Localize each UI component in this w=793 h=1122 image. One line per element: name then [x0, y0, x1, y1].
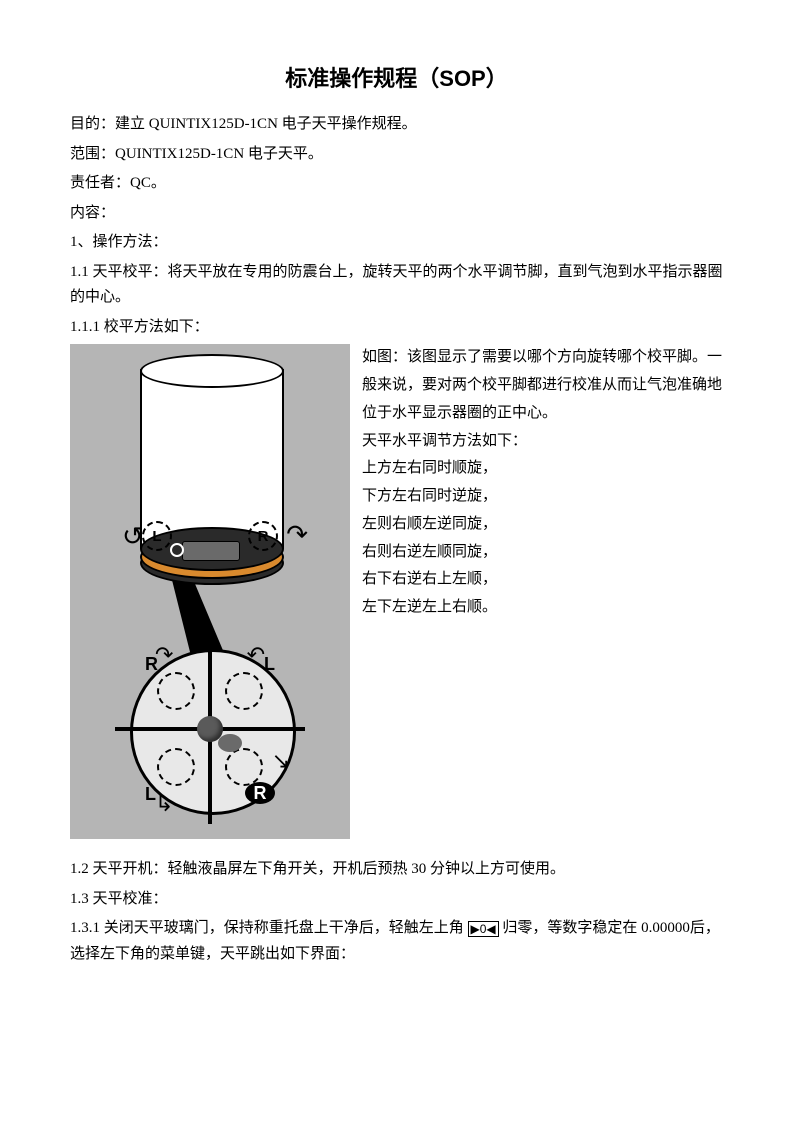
device-screen: [182, 541, 240, 561]
fig-rule-1: 上方左右同时顺旋，: [362, 455, 723, 483]
rotate-arrow-left-icon: ↺: [122, 514, 144, 558]
fig-para-2: 天平水平调节方法如下：: [362, 428, 723, 456]
fig-rule-6: 左下左逆左上右顺。: [362, 594, 723, 622]
curve-arrow-bl-icon: ↳: [155, 785, 173, 822]
leveling-diagram: L R ↺ ↷ R L L R ↷ ↶ ↳ ↘: [70, 344, 350, 839]
fig-rule-4: 右则右逆左顺同旋，: [362, 539, 723, 567]
rotate-arrow-right-icon: ↷: [286, 512, 308, 556]
page-title: 标准操作规程（SOP）: [70, 60, 723, 97]
fig-para-1: 如图：该图显示了需要以哪个方向旋转哪个校平脚。一般来说，要对两个校平脚都进行校准…: [362, 344, 723, 427]
fig-rule-3: 左则右顺左逆同旋，: [362, 511, 723, 539]
section-1: 1、操作方法：: [70, 230, 723, 256]
curve-arrow-tl-icon: ↷: [155, 636, 173, 673]
section-1-3-1: 1.3.1 关闭天平玻璃门，保持称重托盘上干净后，轻触左上角 ▶0◀ 归零，等数…: [70, 916, 723, 967]
zero-key-symbol: ▶0◀: [468, 921, 499, 937]
content-label: 内容：: [70, 201, 723, 227]
section-1-3: 1.3 天平校准：: [70, 887, 723, 913]
fig-rule-2: 下方左右同时逆旋，: [362, 483, 723, 511]
label-l-top-right: L: [264, 649, 275, 680]
base-bottom-view: R L L R ↷ ↶ ↳ ↘: [115, 634, 305, 824]
figure-and-caption-row: L R ↺ ↷ R L L R ↷ ↶ ↳ ↘: [70, 344, 723, 839]
section-1-2: 1.2 天平开机：轻触液晶屏左下角开关，开机后预热 30 分钟以上方可使用。: [70, 857, 723, 883]
balance-cylinder: L R: [140, 354, 280, 589]
purpose-line: 目的：建立 QUINTIX125D-1CN 电子天平操作规程。: [70, 112, 723, 138]
section-1-1: 1.1 天平校平：将天平放在专用的防震台上，旋转天平的两个水平调节脚，直到气泡到…: [70, 260, 723, 311]
curve-arrow-tr-icon: ↶: [247, 636, 265, 673]
fig-rule-5: 右下右逆右上左顺，: [362, 566, 723, 594]
scope-line: 范围：QUINTIX125D-1CN 电子天平。: [70, 142, 723, 168]
s131-text-a: 1.3.1 关闭天平玻璃门，保持称重托盘上干净后，轻触左上角: [70, 920, 464, 936]
figure-side-text: 如图：该图显示了需要以哪个方向旋转哪个校平脚。一般来说，要对两个校平脚都进行校准…: [362, 344, 723, 622]
responsible-line: 责任者：QC。: [70, 171, 723, 197]
curve-arrow-br-icon: ↘: [272, 742, 290, 779]
label-r-bottom-right-badge: R: [245, 782, 275, 804]
section-1-1-1: 1.1.1 校平方法如下：: [70, 315, 723, 341]
